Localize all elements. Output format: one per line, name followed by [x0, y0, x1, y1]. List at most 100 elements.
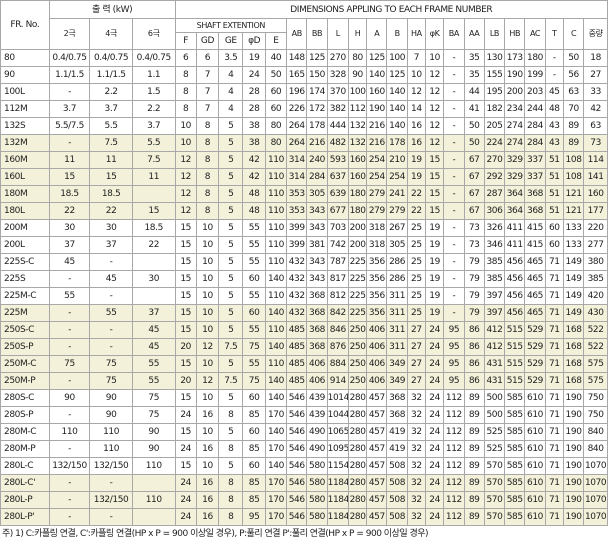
table-cell: 1184 — [326, 474, 349, 492]
table-cell: 15 — [174, 389, 197, 407]
table-cell: 71 — [544, 491, 564, 509]
table-cell: 329 — [504, 151, 526, 169]
table-cell: 267 — [386, 219, 408, 237]
table-cell: 750 — [583, 406, 608, 424]
table-cell: 89 — [562, 117, 585, 135]
table-row: 225S-C 45-15 10 5 55 110 432 343 787 225 356 286 25 1… — [0, 253, 608, 271]
table-cell — [131, 253, 176, 271]
table-cell: 25 — [406, 270, 427, 288]
frame-no-cell: 180L — [0, 202, 50, 220]
table-cell: 108 — [562, 151, 585, 169]
table-cell: 160 — [347, 168, 368, 186]
table-cell: 585 — [504, 474, 526, 492]
table-cell: 19 — [406, 151, 427, 169]
table-cell: 132 — [347, 117, 368, 135]
table-cell: 280 — [347, 389, 368, 407]
table-cell: - — [443, 219, 465, 237]
table-cell: 149 — [562, 287, 585, 305]
table-cell: 15 — [424, 185, 445, 203]
table-cell: 150 — [306, 66, 328, 84]
table-cell: 241 — [386, 185, 408, 203]
table-cell: 482 — [326, 134, 349, 152]
table-cell: 432 — [286, 304, 308, 322]
table-cell: 174 — [306, 83, 328, 101]
table-cell: 485 — [286, 338, 308, 356]
table-row: 280L-C' - -24 16 8 85 170 546 580 1184 280 457 508 32… — [0, 474, 608, 492]
table-cell: 40 — [264, 49, 288, 67]
table-cell: 32 — [406, 423, 427, 441]
frame-no-cell: 90 — [0, 66, 50, 84]
table-cell: 415 — [524, 236, 546, 254]
table-cell: 7 — [406, 49, 427, 67]
table-cell: 32 — [406, 389, 427, 407]
table-cell: 112 — [443, 423, 465, 441]
table-cell: 431 — [483, 372, 506, 390]
table-cell: 55 — [242, 355, 266, 373]
table-cell: 406 — [366, 321, 388, 339]
table-cell: 190 — [562, 457, 585, 475]
table-cell: 71 — [544, 355, 564, 373]
table-cell: 15 — [174, 355, 197, 373]
table-row: 100L -2.2 1.5 8 7 4 28 60 196 174 370 100 160 140 12 12… — [0, 83, 608, 101]
table-cell: 55 — [242, 321, 266, 339]
table-cell: 610 — [524, 423, 546, 441]
table-cell: 19 — [424, 287, 445, 305]
table-cell: 38 — [242, 117, 266, 135]
col-gd-header: GD — [195, 32, 220, 50]
table-cell: 199 — [524, 66, 546, 84]
table-cell: 8 — [218, 474, 244, 492]
table-cell: 787 — [326, 253, 349, 271]
table-cell: 15 — [131, 202, 176, 220]
table-cell: 149 — [562, 304, 585, 322]
table-cell: 1044 — [326, 406, 349, 424]
table-cell: 15 — [174, 457, 197, 475]
table-cell: 67 — [463, 202, 485, 220]
table-cell: 1070 — [583, 491, 608, 509]
table-body: 80 0.4/0.75 0.4/0.75 0.4/0.75 6 6 3.5 19 40 148 12… — [0, 49, 608, 526]
table-cell: 15 — [424, 202, 445, 220]
table-cell: 8 — [218, 508, 244, 526]
table-cell: 89 — [463, 508, 485, 526]
table-cell: 411 — [504, 236, 526, 254]
table-cell: - — [89, 474, 133, 492]
table-cell: 32 — [406, 508, 427, 526]
table-cell: 8 — [174, 100, 197, 118]
table-cell: 55 — [131, 372, 176, 390]
table-cell: 16 — [195, 440, 220, 458]
table-cell: 12 — [195, 372, 220, 390]
table-cell: 382 — [326, 100, 349, 118]
table-row: 280M-P -110 90 24 16 8 85 170 546 490 1095 280 457 41… — [0, 440, 608, 458]
table-cell: 90 — [131, 440, 176, 458]
table-cell: 110 — [264, 321, 288, 339]
table-cell: 7 — [195, 66, 220, 84]
table-cell: 846 — [326, 321, 349, 339]
col-lb-header: LB — [483, 18, 506, 50]
table-cell: 110 — [264, 151, 288, 169]
table-cell: 5 — [218, 321, 244, 339]
table-cell: 75 — [89, 372, 133, 390]
table-cell: 546 — [286, 440, 308, 458]
table-cell: 580 — [306, 491, 328, 509]
table-cell: 112 — [443, 508, 465, 526]
pole-6-header: 6극 — [131, 18, 176, 50]
table-cell: 415 — [524, 219, 546, 237]
table-cell: 279 — [386, 202, 408, 220]
table-cell: 12 — [174, 202, 197, 220]
table-cell: 32 — [406, 457, 427, 475]
table-cell: 22 — [406, 185, 427, 203]
table-cell: 125 — [386, 66, 408, 84]
table-cell: 216 — [366, 134, 388, 152]
table-cell: 172 — [306, 100, 328, 118]
table-cell: 515 — [504, 338, 526, 356]
table-cell: 1.1/1.5 — [48, 66, 91, 84]
table-cell: - — [48, 321, 91, 339]
table-cell: 51 — [544, 168, 564, 186]
table-cell: 89 — [463, 440, 485, 458]
table-cell: 5 — [218, 168, 244, 186]
table-cell: 465 — [524, 253, 546, 271]
table-cell: 280 — [347, 440, 368, 458]
table-cell: - — [89, 253, 133, 271]
table-cell: 19 — [424, 219, 445, 237]
table-cell: 10 — [174, 117, 197, 135]
table-cell: 326 — [483, 219, 506, 237]
